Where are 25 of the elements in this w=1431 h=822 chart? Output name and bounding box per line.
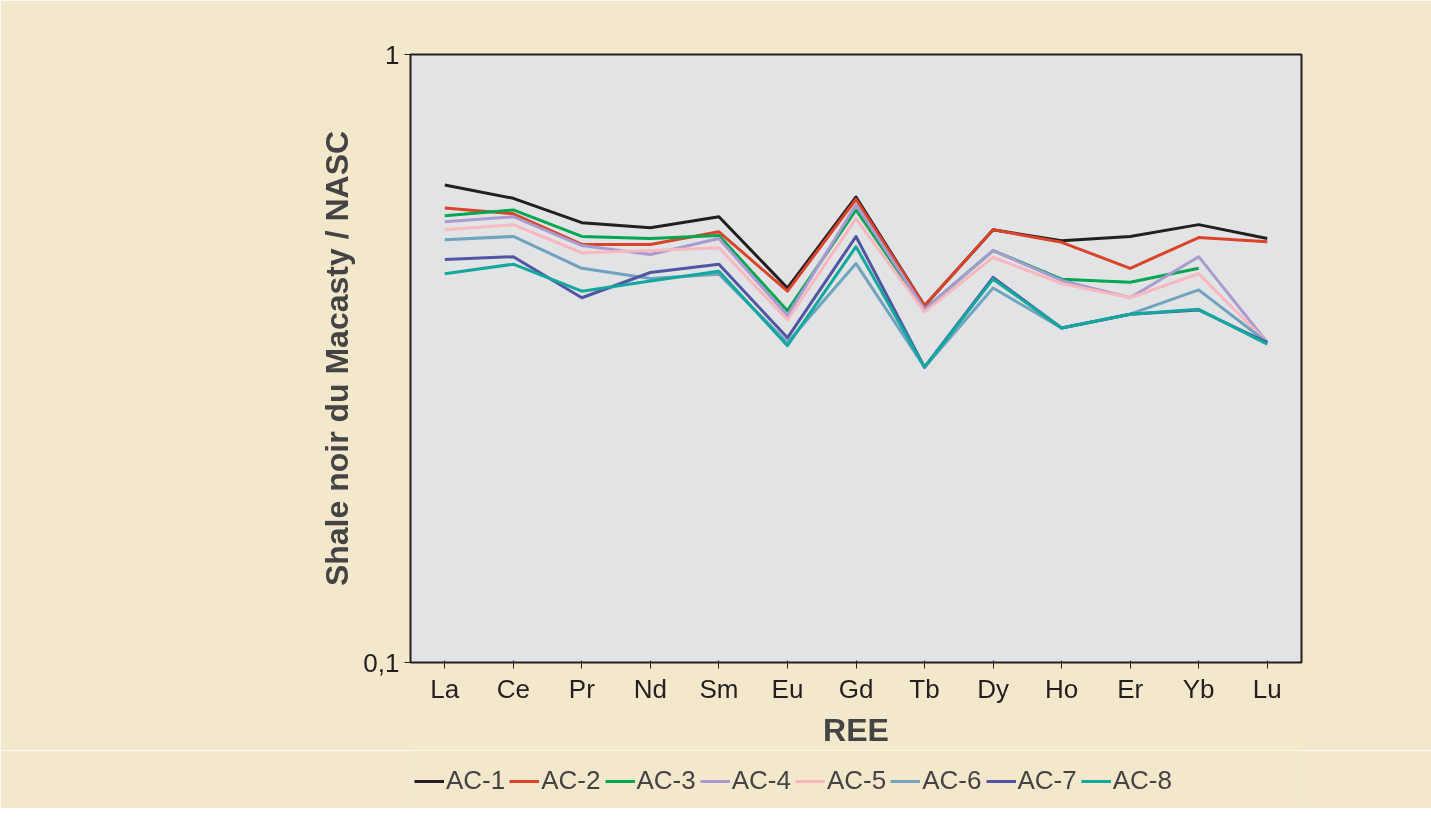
legend-label: AC-1: [446, 765, 506, 796]
legend-label: AC-3: [636, 765, 696, 796]
legend-label: AC-4: [731, 765, 791, 796]
x-tick-label: Dy: [977, 673, 1009, 704]
y-axis-title: Shale noir du Macasty / NASC: [319, 130, 356, 587]
legend-label: AC-6: [922, 765, 982, 796]
x-tick-label: Yb: [1182, 673, 1215, 704]
x-tick-label: Ho: [1045, 673, 1079, 704]
x-tick-label: La: [430, 673, 460, 704]
x-tick-label: Er: [1117, 673, 1144, 704]
x-tick-label: Nd: [633, 673, 668, 704]
x-tick-label: Sm: [699, 673, 739, 704]
x-tick-label: Pr: [568, 673, 596, 704]
legend-label: AC-5: [827, 765, 887, 796]
x-axis-title: REE: [823, 711, 889, 748]
y-tick-label: 0,1: [363, 647, 400, 678]
x-tick-label: Eu: [771, 673, 804, 704]
x-tick-label: Tb: [909, 673, 940, 704]
x-tick-label: Gd: [838, 673, 874, 704]
legend-label: AC-7: [1017, 765, 1077, 796]
legend-label: AC-2: [541, 765, 601, 796]
x-tick-label: Lu: [1252, 673, 1282, 704]
y-tick-label: 1: [385, 39, 400, 70]
legend-label: AC-8: [1112, 765, 1172, 796]
x-tick-label: Ce: [496, 673, 530, 704]
